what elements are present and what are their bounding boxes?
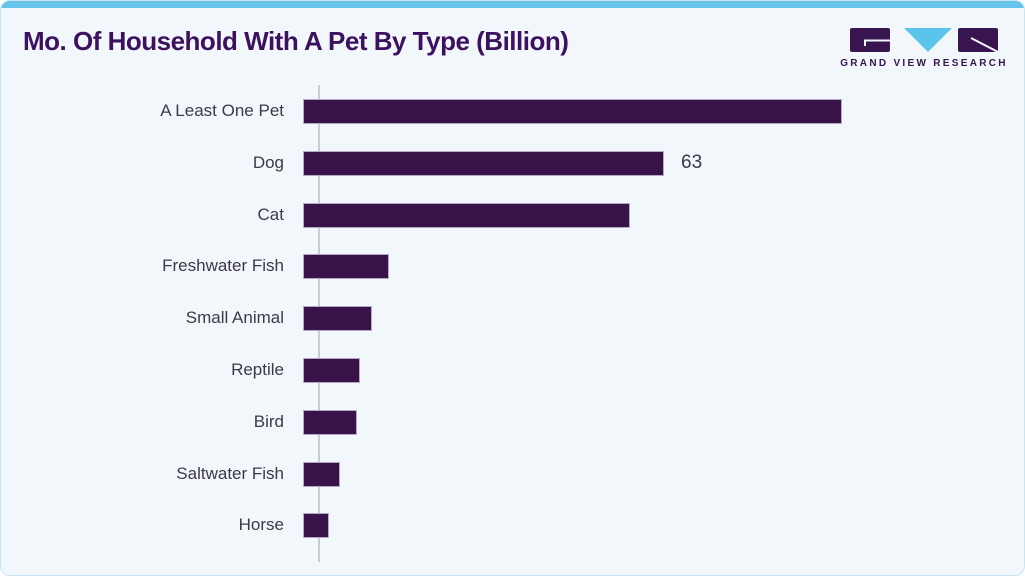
bar bbox=[303, 409, 357, 435]
bar bbox=[303, 461, 340, 487]
bar bbox=[303, 357, 360, 383]
bar bbox=[303, 202, 630, 228]
chart-row: Freshwater Fish bbox=[1, 240, 1024, 292]
chart-row: Cat bbox=[1, 189, 1024, 241]
category-label: Freshwater Fish bbox=[162, 256, 284, 275]
chart-row: Saltwater Fish bbox=[1, 448, 1024, 500]
chart-row: Dog 63 bbox=[1, 137, 1024, 189]
bar bbox=[303, 150, 664, 176]
value-label: 63 bbox=[681, 152, 703, 173]
chart-row: Horse bbox=[1, 499, 1024, 551]
category-label: Cat bbox=[257, 205, 284, 224]
chart-title: Mo. Of Household With A Pet By Type (Bil… bbox=[23, 26, 569, 56]
chart-row: A Least One Pet bbox=[1, 85, 1024, 137]
category-label: Saltwater Fish bbox=[176, 464, 284, 483]
category-label: Dog bbox=[252, 153, 284, 172]
category-label: Horse bbox=[238, 515, 284, 534]
bar-chart: A Least One Pet Dog 63 Cat Freshwater Fish Sm… bbox=[1, 85, 1024, 563]
category-label: Reptile bbox=[231, 360, 284, 379]
bar bbox=[303, 253, 389, 279]
bar bbox=[303, 512, 329, 538]
chart-row: Reptile bbox=[1, 344, 1024, 396]
category-label: Bird bbox=[253, 412, 284, 431]
bar bbox=[303, 305, 372, 331]
category-label: Small Animal bbox=[185, 308, 284, 327]
brand-name: GRAND VIEW RESEARCH bbox=[840, 58, 1008, 69]
bar bbox=[303, 98, 842, 124]
chart-rows: A Least One Pet Dog 63 Cat Freshwater Fish Sm… bbox=[1, 85, 1024, 563]
chart-row: Small Animal bbox=[1, 292, 1024, 344]
gvr-logo-icon bbox=[850, 28, 998, 52]
chart-row: Bird bbox=[1, 396, 1024, 448]
brand-logo: GRAND VIEW RESEARCH bbox=[840, 28, 1006, 69]
top-accent-bar bbox=[1, 1, 1024, 8]
category-label: A Least One Pet bbox=[160, 101, 284, 120]
